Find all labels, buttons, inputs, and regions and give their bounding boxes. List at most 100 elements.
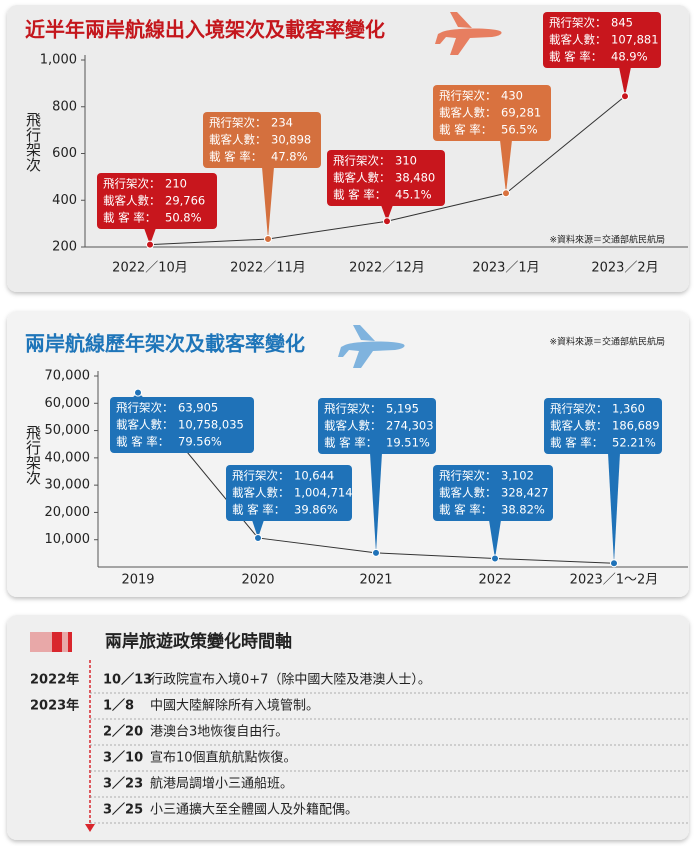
plane-icon (435, 12, 502, 55)
x-tick-label: 2022 (478, 573, 511, 588)
callout-label: 飛行架次： (209, 116, 267, 130)
timeline-date: 2／20 (103, 724, 143, 740)
callout-label: 載 客 率： (333, 188, 386, 202)
callout-box (110, 397, 254, 453)
data-point (502, 189, 510, 198)
callout-pointer (489, 520, 501, 559)
callout-label: 載客人數： (209, 133, 267, 147)
callout-value: 186,689 (612, 419, 660, 433)
source-note: ※資料來源＝交通部航民航局 (549, 336, 665, 348)
callout-label: 飛行架次： (333, 154, 391, 168)
callout-pointer (252, 520, 264, 538)
callout-label: 載 客 率： (439, 503, 492, 517)
y-tick-label: 70,000 (45, 369, 91, 384)
timeline-text: 航港局調增小三通船班。 (150, 776, 293, 792)
plane-icon (338, 325, 405, 368)
callout-label: 載 客 率： (550, 436, 603, 450)
callout-box (543, 12, 661, 68)
callout-pointer (370, 453, 382, 553)
callout-value: 210 (165, 177, 187, 191)
x-tick-label: 2023／2月 (591, 261, 658, 276)
callout-label: 載客人數： (439, 106, 497, 120)
panel (7, 615, 689, 840)
callout-value: 47.8% (271, 150, 308, 164)
callout-value: 5,195 (386, 402, 419, 416)
callout-label: 載 客 率： (439, 123, 492, 137)
data-point (610, 559, 618, 568)
y-tick-label: 10,000 (45, 532, 91, 547)
callout-pointer (381, 205, 393, 222)
y-axis-label: 飛行架次 (24, 425, 42, 485)
data-point (383, 217, 391, 226)
callout-label: 飛行架次： (324, 402, 382, 416)
x-tick-label: 2022／10月 (112, 261, 188, 276)
callout-box (226, 465, 352, 521)
timeline-text: 宣布10個直航航點恢復。 (150, 750, 297, 766)
callout-label: 載 客 率： (209, 150, 262, 164)
callout-label: 載客人數： (232, 486, 290, 500)
callout-value: 79.56% (178, 435, 222, 449)
x-tick-label: 2022／12月 (349, 261, 425, 276)
callout-box (433, 465, 553, 521)
callout-label: 飛行架次： (439, 89, 497, 103)
callout-pointer (500, 140, 512, 194)
timeline-date: 3／23 (103, 776, 143, 792)
callout-value: 845 (611, 16, 633, 30)
x-tick-label: 2023／1～2月 (570, 573, 659, 588)
chart-title: 兩岸航線歷年架次及載客率變化 (25, 332, 305, 356)
callout-value: 69,281 (501, 106, 541, 120)
data-point (264, 235, 272, 244)
callout-label: 載客人數： (549, 33, 607, 47)
callout-value: 234 (271, 116, 293, 130)
y-tick-label: 400 (52, 193, 77, 208)
callout-value: 56.5% (501, 123, 538, 137)
y-tick-label: 50,000 (45, 423, 91, 438)
y-tick-label: 20,000 (45, 505, 91, 520)
timeline-text: 中國大陸解除所有入境管制。 (150, 698, 319, 714)
callout-value: 30,898 (271, 133, 311, 147)
y-tick-label: 800 (52, 99, 77, 114)
callout-value: 38,480 (395, 171, 435, 185)
source-note: ※資料來源＝交通部航民航局 (549, 234, 665, 246)
x-tick-label: 2019 (121, 573, 154, 588)
callout-box (97, 173, 217, 229)
timeline-text: 小三通擴大至全體國人及外籍配偶。 (150, 802, 358, 818)
y-tick-label: 40,000 (45, 450, 91, 465)
callout-value: 274,303 (386, 419, 434, 433)
y-tick-label: 30,000 (45, 478, 91, 493)
callout-value: 430 (501, 89, 523, 103)
timeline-date: 3／10 (103, 750, 143, 766)
timeline-title: 兩岸旅遊政策變化時間軸 (105, 631, 292, 652)
callout-value: 39.86% (294, 503, 338, 517)
callout-label: 飛行架次： (550, 402, 608, 416)
y-tick-label: 60,000 (45, 396, 91, 411)
callout-value: 10,758,035 (178, 418, 244, 432)
callout-label: 載 客 率： (103, 211, 156, 225)
x-tick-label: 2022／11月 (230, 261, 306, 276)
callout-label: 載 客 率： (324, 436, 377, 450)
callout-label: 飛行架次： (103, 177, 161, 191)
callout-value: 19.51% (386, 436, 430, 450)
callout-pointer (619, 67, 631, 97)
callout-box (433, 85, 551, 141)
callout-pointer (144, 228, 156, 245)
callout-label: 飛行架次： (232, 469, 290, 483)
x-tick-label: 2023／1月 (472, 261, 539, 276)
callout-label: 載客人數： (324, 419, 382, 433)
timeline-date: 10／13 (103, 672, 152, 688)
callout-box (327, 150, 445, 206)
callout-label: 載客人數： (550, 419, 608, 433)
callout-value: 50.8% (165, 211, 202, 225)
callout-pointer (608, 453, 620, 564)
callout-label: 載 客 率： (116, 435, 169, 449)
callout-label: 載客人數： (333, 171, 391, 185)
timeline-year: 2022年 (30, 672, 79, 688)
timeline-year: 2023年 (30, 698, 79, 714)
y-axis-label: 飛行架次 (24, 112, 42, 172)
timeline-header-icon (30, 632, 72, 652)
callout-box (203, 112, 321, 168)
callout-box (318, 398, 436, 454)
callout-value: 1,004,714 (294, 486, 353, 500)
callout-label: 載客人數： (439, 486, 497, 500)
